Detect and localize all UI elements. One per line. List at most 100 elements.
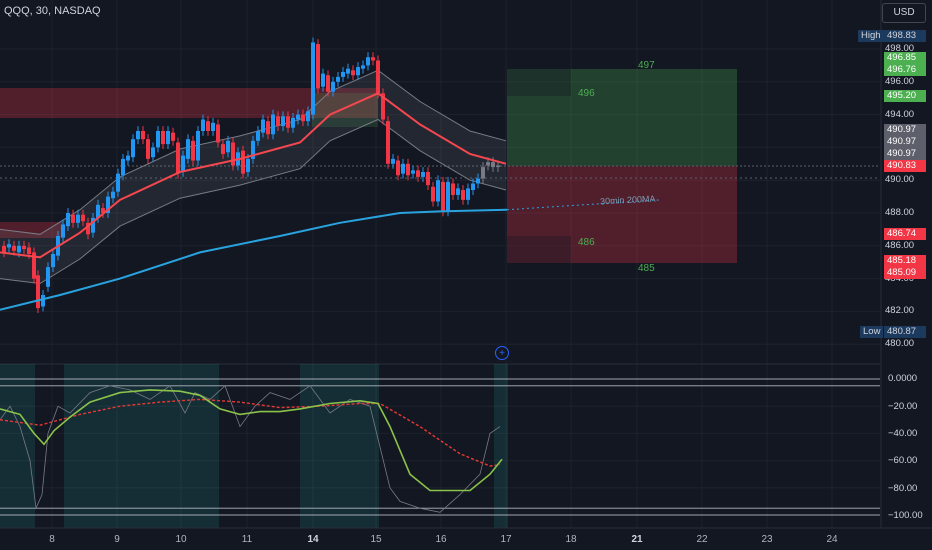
- osc-highlight: [494, 364, 508, 528]
- time-label: 11: [241, 534, 253, 545]
- candle-body: [276, 116, 280, 127]
- price-tag: 496.76: [884, 64, 926, 76]
- osc-fast-line: [0, 389, 503, 492]
- target-zone-step: [507, 69, 571, 96]
- high-label: High: [858, 30, 884, 42]
- price-tick: 494.00: [885, 108, 915, 120]
- currency-button[interactable]: USD: [882, 3, 926, 23]
- candle-body: [146, 139, 150, 159]
- osc-highlight: [300, 364, 379, 528]
- stop-zone: [507, 166, 737, 263]
- candle-body: [261, 119, 265, 133]
- candle-body: [186, 139, 190, 159]
- candle-body: [41, 295, 45, 307]
- candle-body: [51, 254, 55, 268]
- candle-body: [466, 188, 470, 200]
- candle-body: [211, 122, 215, 131]
- candle-body: [476, 178, 480, 184]
- candle-body: [12, 245, 16, 251]
- candle-body: [61, 224, 65, 238]
- trade-zones: [0, 69, 880, 263]
- candle-body: [226, 140, 230, 153]
- candle-body: [456, 188, 460, 195]
- old-zone: [0, 222, 62, 238]
- ma200-line: [0, 208, 508, 311]
- ema-line: [0, 92, 507, 259]
- candle-body: [121, 158, 125, 176]
- candle-body: [196, 131, 200, 161]
- candle-body: [76, 214, 80, 223]
- ema-band-fill: [0, 70, 506, 284]
- candle-body: [286, 116, 290, 128]
- candle-body: [106, 196, 110, 213]
- candle-body: [171, 132, 175, 141]
- candle-body: [411, 170, 415, 174]
- time-label: 17: [500, 534, 512, 545]
- candle-body: [346, 68, 350, 74]
- candle-body: [111, 191, 115, 199]
- candle-body: [86, 222, 90, 235]
- candle-body: [431, 186, 435, 202]
- time-label: 22: [696, 534, 708, 545]
- candle-body: [376, 60, 380, 94]
- oscillator-tick: −80.00: [888, 483, 918, 494]
- candle-body: [71, 214, 75, 223]
- candle-body: [406, 163, 410, 176]
- oscillator-tick: −100.00: [888, 510, 923, 521]
- candle-body: [266, 121, 270, 135]
- plus-circle-icon[interactable]: +: [495, 346, 509, 360]
- candle-body: [131, 139, 135, 158]
- candle-body: [341, 71, 345, 77]
- indicator-lines: [0, 92, 661, 311]
- candle-body: [116, 173, 120, 192]
- ma200-projection: [506, 199, 661, 211]
- oscillator-tick: −20.00: [888, 401, 918, 412]
- price-tag: 495.20: [884, 90, 926, 102]
- candle-body: [381, 93, 385, 120]
- candle-body: [486, 162, 490, 166]
- candle-body: [416, 170, 420, 177]
- price-tick: 490.00: [885, 174, 915, 186]
- candle-body: [166, 131, 170, 145]
- candle-body: [221, 144, 225, 154]
- time-label: 8: [49, 534, 55, 545]
- candle-body: [271, 114, 275, 135]
- candle-body: [156, 131, 160, 148]
- oscillator-tick: −60.00: [888, 455, 918, 466]
- price-tick: 486.00: [885, 239, 915, 251]
- time-label: 9: [114, 534, 120, 545]
- price-tick: 498.00: [885, 43, 915, 54]
- candle-body: [471, 183, 475, 191]
- candle-body: [36, 275, 40, 309]
- oscillator-tick: −40.00: [888, 428, 918, 439]
- candle-body: [27, 247, 31, 254]
- stop-zone-step: [507, 236, 571, 263]
- candle-body: [336, 76, 340, 82]
- candle-body: [371, 57, 375, 61]
- candle-body: [496, 165, 500, 168]
- candle-body: [176, 142, 180, 174]
- candle-body: [141, 131, 145, 140]
- low-value: 480.87: [884, 326, 926, 338]
- candle-body: [296, 114, 300, 120]
- candle-body: [161, 131, 165, 145]
- candle-body: [326, 75, 330, 92]
- candle-body: [22, 245, 26, 250]
- candle-body: [17, 245, 21, 253]
- price-tag: 490.97: [884, 148, 926, 160]
- candle-body: [426, 172, 430, 186]
- candle-body: [316, 44, 320, 89]
- candle-body: [216, 124, 220, 143]
- price-tag: 490.83: [884, 160, 926, 172]
- candle-body: [366, 57, 370, 66]
- candle-body: [191, 140, 195, 161]
- candle-body: [451, 183, 455, 195]
- candle-body: [181, 155, 185, 172]
- symbol-title: QQQ, 30, NASDAQ: [4, 5, 101, 17]
- stop-label-485: 485: [638, 263, 655, 274]
- candle-body: [81, 214, 85, 222]
- candle-body: [46, 267, 50, 287]
- oscillator-tick: 0.0000: [888, 373, 918, 384]
